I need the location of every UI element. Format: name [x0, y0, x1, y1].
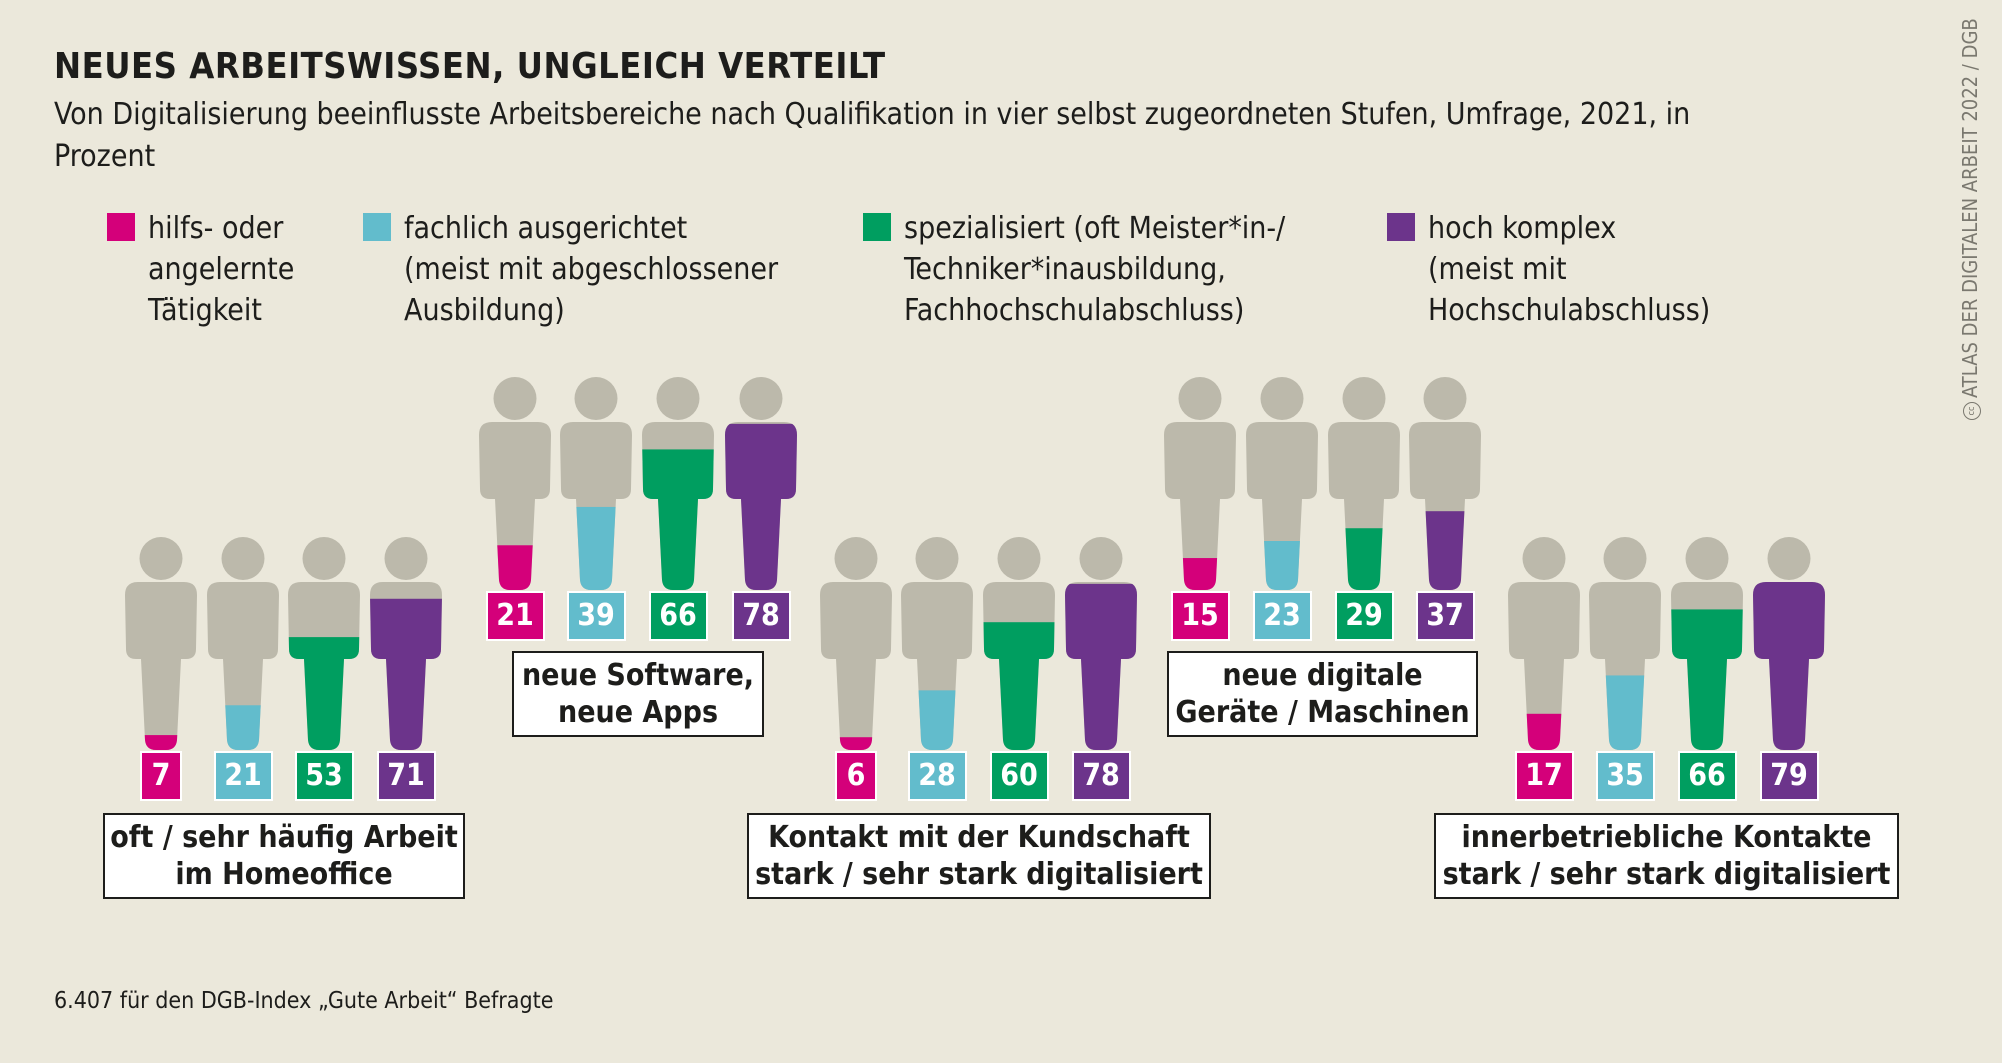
figure-fill	[479, 545, 551, 590]
legend-swatch	[1387, 213, 1415, 241]
category-label: neue digitale Geräte / Maschinen	[1167, 651, 1478, 737]
legend-swatch	[107, 213, 135, 241]
person-figure	[370, 537, 442, 750]
category-label: neue Software, neue Apps	[512, 651, 764, 737]
value-label: 28	[907, 751, 967, 801]
legend-item: fachlich ausgerichtet (meist mit abgesch…	[363, 208, 778, 331]
legend-swatch	[863, 213, 891, 241]
value-label: 15	[1170, 591, 1230, 641]
figure-fill	[983, 622, 1055, 750]
value-label: 17	[1514, 751, 1574, 801]
value-label: 78	[1071, 751, 1131, 801]
value-label: 23	[1252, 591, 1312, 641]
person-figure	[725, 377, 797, 590]
value-label: 71	[376, 751, 436, 801]
credit: cc ATLAS DER DIGITALEN ARBEIT 2022 / DGB	[1958, 18, 1982, 420]
person-figure	[1671, 537, 1743, 750]
value-label: 66	[648, 591, 708, 641]
person-figure	[1508, 537, 1580, 750]
person-figure	[479, 377, 551, 590]
figure-fill	[820, 737, 892, 750]
figure-fill	[1753, 581, 1825, 750]
category-label: innerbetriebliche Kontakte stark / sehr …	[1434, 813, 1899, 899]
person-figure	[288, 537, 360, 750]
legend-label: hoch komplex (meist mit Hochschulabschlu…	[1428, 211, 1711, 328]
person-figure	[1328, 377, 1400, 590]
value-label: 6	[835, 751, 877, 801]
figure-fill	[1246, 541, 1318, 590]
person-figure	[1409, 377, 1481, 590]
figure-fill	[1671, 609, 1743, 750]
figure-fill	[901, 690, 973, 750]
value-label: 37	[1415, 591, 1475, 641]
figure-fill	[725, 423, 797, 590]
figure-empty	[125, 537, 197, 750]
chart-subtitle: Von Digitalisierung beeinflusste Arbeits…	[54, 97, 1691, 174]
figure-empty	[1164, 377, 1236, 590]
person-figure	[207, 537, 279, 750]
value-label: 35	[1595, 751, 1655, 801]
figure-fill	[288, 637, 360, 750]
figure-fill	[207, 705, 279, 750]
figure-empty	[820, 537, 892, 750]
figure-fill	[560, 506, 632, 590]
chart-title: NEUES ARBEITSWISSEN, UNGLEICH VERTEILT	[54, 46, 886, 87]
value-label: 21	[213, 751, 273, 801]
footnote: 6.407 für den DGB-Index „Gute Arbeit“ Be…	[54, 988, 554, 1014]
person-figure	[1753, 537, 1825, 750]
person-figure	[125, 537, 197, 750]
value-label: 66	[1677, 751, 1737, 801]
value-label: 39	[566, 591, 626, 641]
category-label: Kontakt mit der Kundschaft stark / sehr …	[747, 813, 1211, 899]
legend-label: hilfs- oder angelernte Tätigkeit	[148, 211, 295, 328]
figure-fill	[1164, 558, 1236, 590]
legend-item: hoch komplex (meist mit Hochschulabschlu…	[1387, 208, 1710, 331]
person-figure	[1164, 377, 1236, 590]
value-label: 79	[1759, 751, 1819, 801]
person-figure	[1589, 537, 1661, 750]
value-label: 60	[989, 751, 1049, 801]
creative-commons-icon: cc	[1962, 402, 1981, 420]
value-label: 29	[1334, 591, 1394, 641]
value-label: 53	[294, 751, 354, 801]
person-figure	[1246, 377, 1318, 590]
figure-fill	[370, 598, 442, 750]
value-label: 78	[731, 591, 791, 641]
person-figure	[642, 377, 714, 590]
figure-fill	[1589, 675, 1661, 750]
legend-label: fachlich ausgerichtet (meist mit abgesch…	[404, 211, 779, 328]
value-label: 7	[140, 751, 182, 801]
value-label: 21	[485, 591, 545, 641]
person-figure	[560, 377, 632, 590]
figure-fill	[1328, 528, 1400, 590]
person-figure	[1065, 537, 1137, 750]
legend-swatch	[363, 213, 391, 241]
legend-item: spezialisiert (oft Meister*in-/ Technike…	[863, 208, 1285, 331]
person-figure	[901, 537, 973, 750]
legend-item: hilfs- oder angelernte Tätigkeit	[107, 208, 294, 331]
figure-fill	[1065, 583, 1137, 750]
credit-text: ATLAS DER DIGITALEN ARBEIT 2022 / DGB	[1958, 18, 1982, 398]
figure-fill	[1409, 511, 1481, 590]
person-figure	[983, 537, 1055, 750]
figure-fill	[642, 449, 714, 590]
category-label: oft / sehr häufig Arbeit im Homeoffice	[103, 813, 465, 899]
figure-fill	[125, 735, 197, 750]
person-figure	[820, 537, 892, 750]
legend-label: spezialisiert (oft Meister*in-/ Technike…	[904, 211, 1286, 328]
figure-fill	[1508, 713, 1580, 750]
